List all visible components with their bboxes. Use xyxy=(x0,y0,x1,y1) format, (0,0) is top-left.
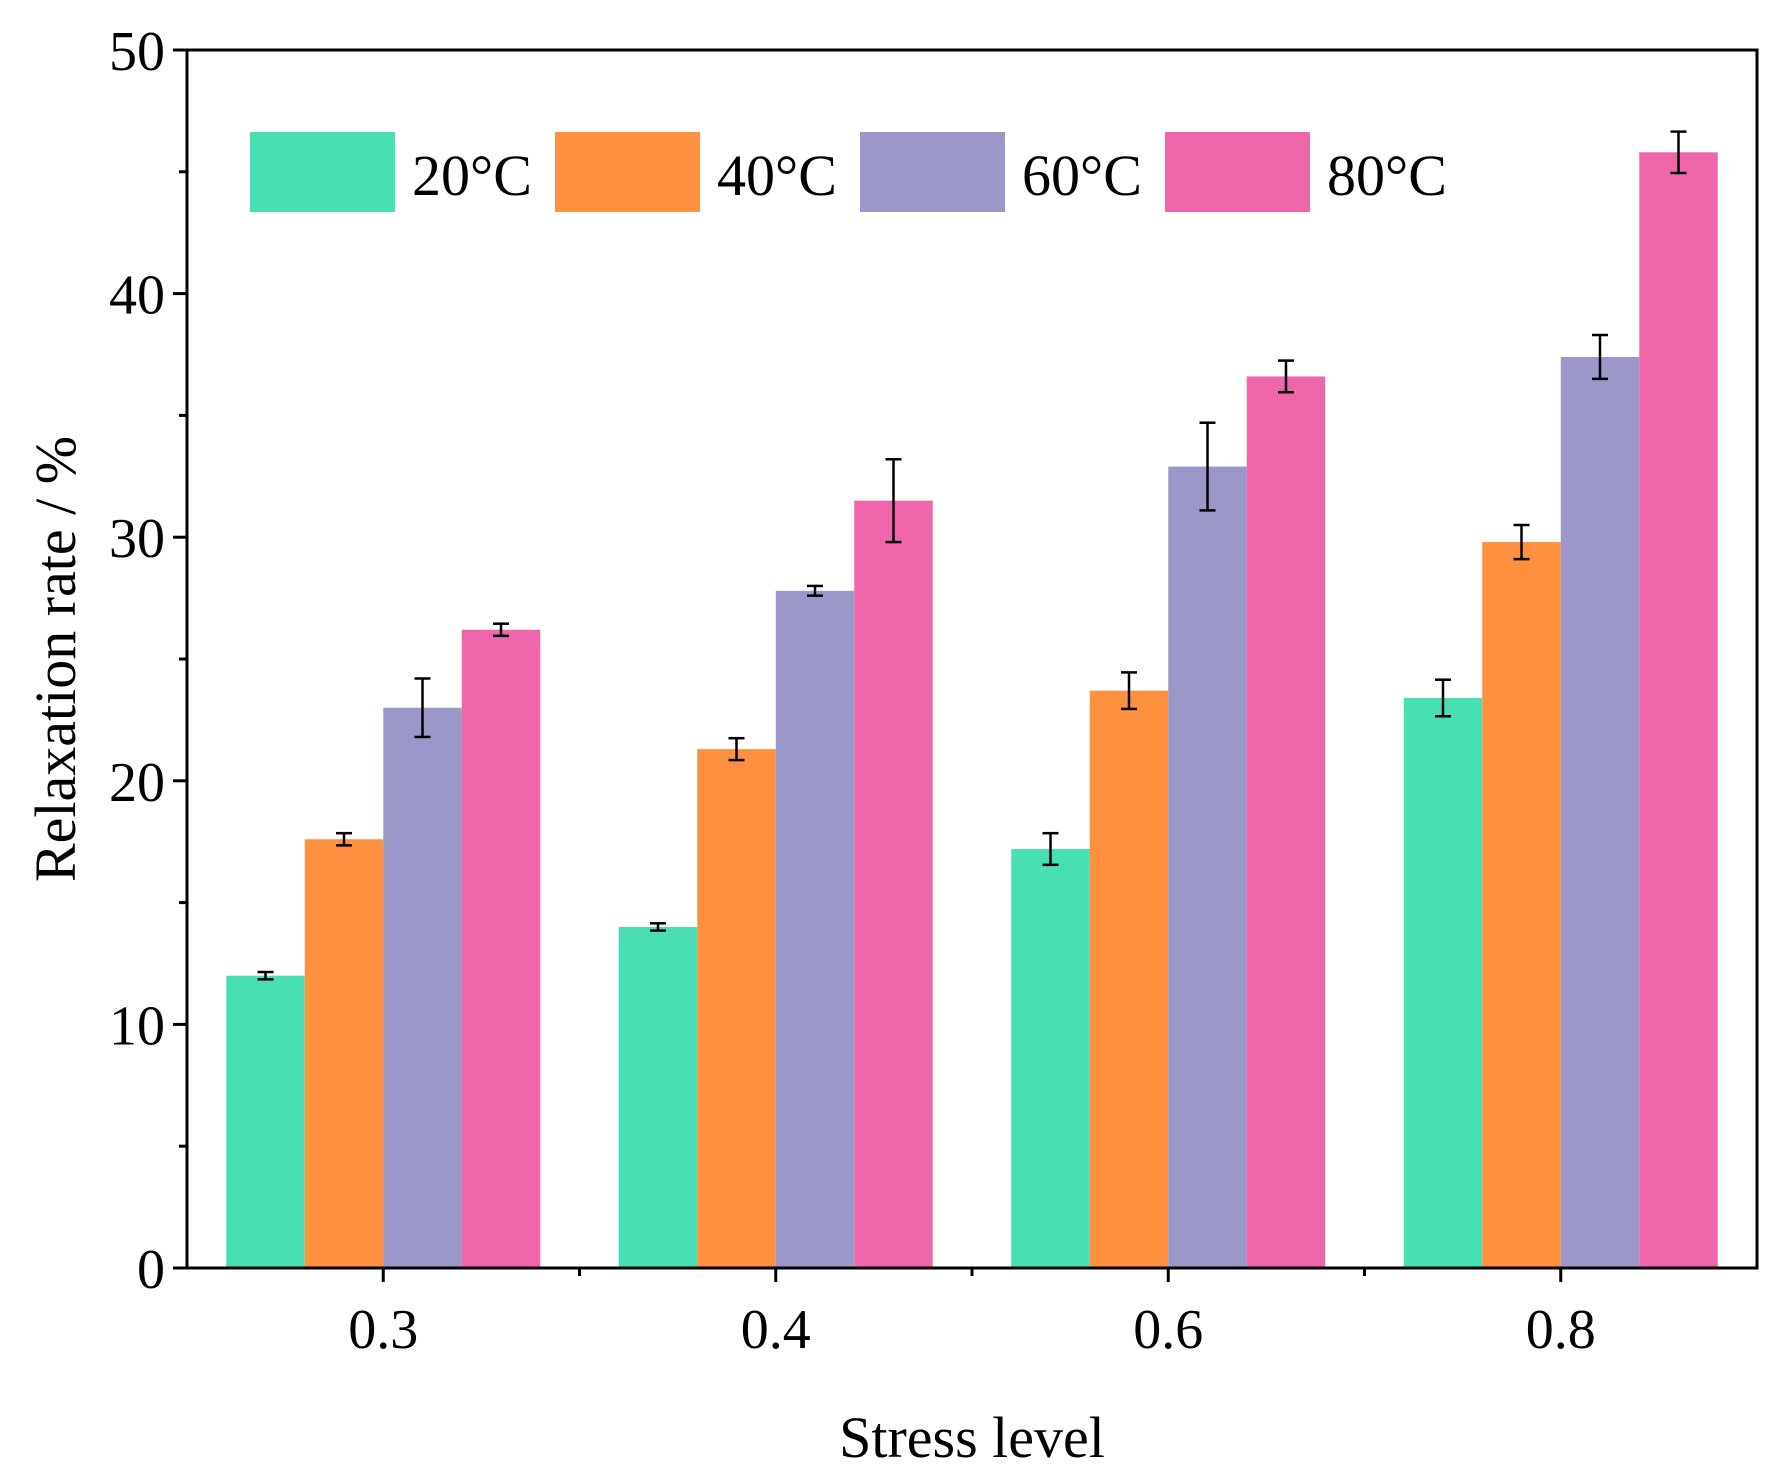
bar xyxy=(854,500,933,1268)
bar xyxy=(304,839,384,1268)
bar xyxy=(461,629,541,1268)
y-tick-label: 20 xyxy=(109,752,165,814)
bar xyxy=(383,707,462,1268)
legend-swatch xyxy=(1165,132,1310,212)
bar xyxy=(1011,849,1090,1268)
bar-group xyxy=(226,152,1718,1268)
x-tick-label: 0.6 xyxy=(1133,1299,1203,1361)
y-axis-ticks: 0 10 20 30 40 50 xyxy=(109,21,187,1301)
error-bar-group xyxy=(257,130,1687,981)
bar xyxy=(697,749,776,1268)
y-tick-label: 10 xyxy=(109,995,165,1057)
x-tick-label: 0.4 xyxy=(741,1299,811,1361)
x-tick-label: 0.8 xyxy=(1526,1299,1596,1361)
bar xyxy=(775,590,855,1268)
bar xyxy=(1560,356,1640,1268)
y-tick-label: 0 xyxy=(137,1239,165,1301)
bar xyxy=(1403,697,1483,1268)
bar xyxy=(618,926,698,1268)
y-tick-label: 50 xyxy=(109,21,165,83)
y-tick-label: 40 xyxy=(109,265,165,327)
legend-swatch xyxy=(860,132,1005,212)
y-axis-label: Relaxation rate / % xyxy=(23,436,88,882)
bar xyxy=(1089,690,1169,1268)
legend-label: 80°C xyxy=(1327,143,1447,208)
bar xyxy=(1246,376,1326,1268)
legend-swatch xyxy=(555,132,700,212)
x-tick-label: 0.3 xyxy=(348,1299,418,1361)
x-axis-ticks: 0.3 0.4 0.6 0.8 xyxy=(348,1268,1596,1361)
bar xyxy=(1639,152,1718,1268)
legend-label: 40°C xyxy=(717,143,837,208)
legend-label: 60°C xyxy=(1022,143,1142,208)
x-axis-label: Stress level xyxy=(839,1405,1105,1470)
legend-label: 20°C xyxy=(412,143,532,208)
bar xyxy=(1168,466,1247,1268)
y-tick-label: 30 xyxy=(109,508,165,570)
legend-swatch xyxy=(250,132,395,212)
legend: 20°C 40°C 60°C 80°C xyxy=(250,132,1447,212)
bar xyxy=(226,975,305,1268)
bar xyxy=(1482,542,1561,1268)
